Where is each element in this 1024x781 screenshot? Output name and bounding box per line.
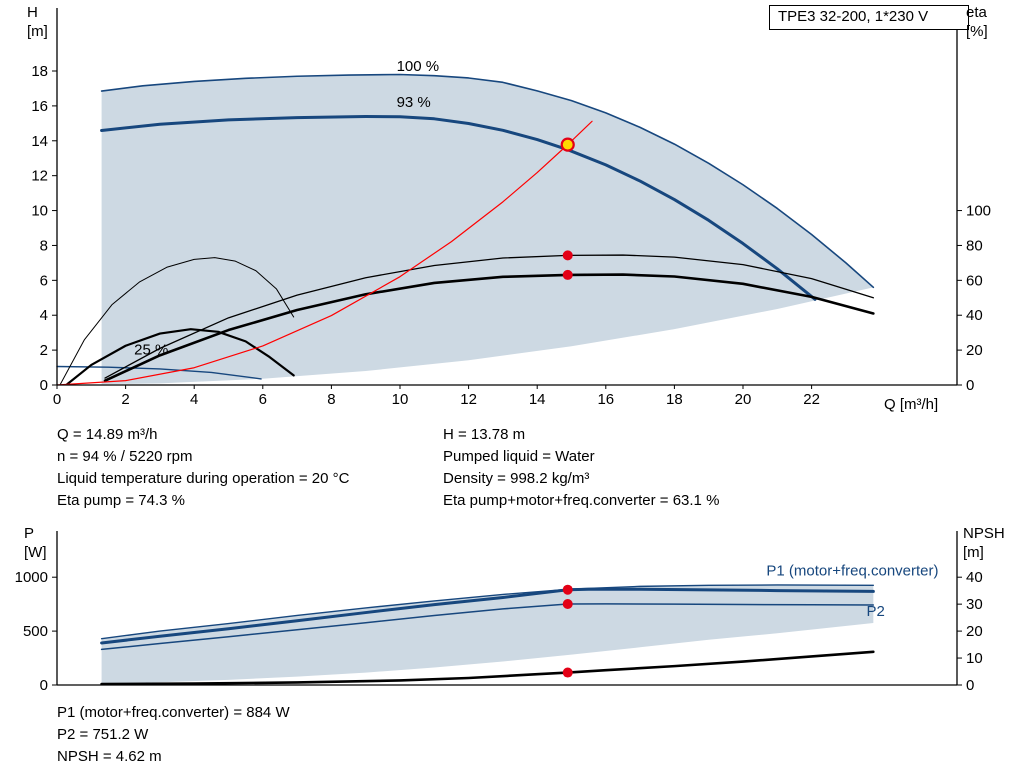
info-line: Eta pump = 74.3 % (57, 492, 185, 509)
x-tick-label: 8 (327, 391, 335, 408)
duty-point[interactable] (560, 137, 575, 152)
y-right-tick-label: 0 (966, 377, 974, 394)
series-eta-pump-25 (59, 257, 295, 385)
series-eta-total-25 (66, 328, 295, 386)
curve-label: 93 % (397, 94, 431, 111)
duty-info-left: Q = 14.89 m³/h n = 94 % / 5220 rpm Liquid … (57, 424, 349, 512)
npsh-axis-label: NPSH [m] (963, 525, 1005, 561)
info-line: Pumped liquid = Water (443, 448, 595, 465)
y-left-tick-label: 500 (23, 623, 48, 640)
series-p1-duty (100, 587, 875, 645)
series-speed-93 (100, 115, 817, 301)
info-line: P1 (motor+freq.converter) = 884 W (57, 704, 290, 721)
curve-label: P2 (866, 603, 884, 620)
head-axis-label: H [m] (27, 4, 48, 40)
y-right-tick-label: 10 (966, 650, 983, 667)
y-right-tick-label: 20 (966, 342, 983, 359)
y-left-tick-label: 14 (31, 133, 48, 150)
y-left-tick-label: 16 (31, 98, 48, 115)
y-right-tick-label: 30 (966, 596, 983, 613)
curve-label: 100 % (397, 58, 440, 75)
x-tick-label: 10 (392, 391, 409, 408)
x-tick-label: 12 (460, 391, 477, 408)
x-tick-label: 14 (529, 391, 546, 408)
info-line: n = 94 % / 5220 rpm (57, 448, 193, 465)
series-eta-pump-duty (104, 254, 874, 379)
x-tick-label: 16 (597, 391, 614, 408)
series-npsh (100, 650, 875, 686)
info-line: H = 13.78 m (443, 426, 526, 443)
curve-point (562, 599, 573, 610)
curve-point (562, 584, 573, 595)
y-left-tick-label: 8 (40, 237, 48, 254)
operating-envelope (101, 74, 874, 385)
x-tick-label: 22 (803, 391, 820, 408)
eta-axis-label: eta [%] (966, 4, 988, 40)
x-tick-label: 18 (666, 391, 683, 408)
duty-info-right: H = 13.78 m Pumped liquid = Water Density … (443, 424, 719, 512)
operating-envelope (101, 584, 874, 684)
pump-type-label: TPE3 32-200, 1*230 V (769, 5, 969, 30)
y-right-tick-label: 20 (966, 623, 983, 640)
y-left-tick-label: 10 (31, 203, 48, 220)
curve-label: 25 % (134, 341, 168, 358)
x-tick-label: 2 (121, 391, 129, 408)
x-tick-label: 0 (53, 391, 61, 408)
series-speed-100 (100, 73, 875, 289)
info-line: NPSH = 4.62 m (57, 748, 162, 765)
y-left-tick-label: 12 (31, 168, 48, 185)
y-right-tick-label: 40 (966, 307, 983, 324)
series-p2-duty (100, 603, 875, 651)
series-speed-25 (56, 365, 262, 380)
curve-point (562, 667, 573, 678)
y-right-tick-label: 60 (966, 272, 983, 289)
power-axis-label: P [W] (24, 525, 47, 561)
info-line: Q = 14.89 m³/h (57, 426, 158, 443)
power-info: P1 (motor+freq.converter) = 884 W P2 = 75… (57, 702, 290, 768)
y-left-tick-label: 18 (31, 63, 48, 80)
flow-axis-label: Q [m³/h] (884, 396, 939, 413)
y-left-tick-label: 2 (40, 342, 48, 359)
series-eta-total-duty (103, 273, 875, 382)
info-line: Liquid temperature during operation = 20… (57, 470, 350, 487)
y-right-tick-label: 100 (966, 203, 991, 220)
info-line: P2 = 751.2 W (57, 726, 149, 743)
y-right-tick-label: 80 (966, 237, 983, 254)
series-p1-max (100, 584, 875, 640)
x-tick-label: 4 (190, 391, 198, 408)
curve-point (562, 250, 573, 261)
info-line: Eta pump+motor+freq.converter = 63.1 % (443, 492, 720, 509)
y-right-tick-label: 40 (966, 569, 983, 586)
y-left-tick-label: 1000 (15, 569, 48, 586)
curve-label: P1 (motor+freq.converter) (766, 562, 938, 579)
y-left-tick-label: 0 (40, 677, 48, 694)
series-system-curve (56, 120, 593, 386)
x-tick-label: 20 (735, 391, 752, 408)
y-left-tick-label: 4 (40, 307, 48, 324)
info-line: Density = 998.2 kg/m³ (443, 470, 590, 487)
y-left-tick-label: 0 (40, 377, 48, 394)
x-tick-label: 6 (259, 391, 267, 408)
curve-point (562, 269, 573, 280)
y-right-tick-label: 0 (966, 677, 974, 694)
y-left-tick-label: 6 (40, 272, 48, 289)
